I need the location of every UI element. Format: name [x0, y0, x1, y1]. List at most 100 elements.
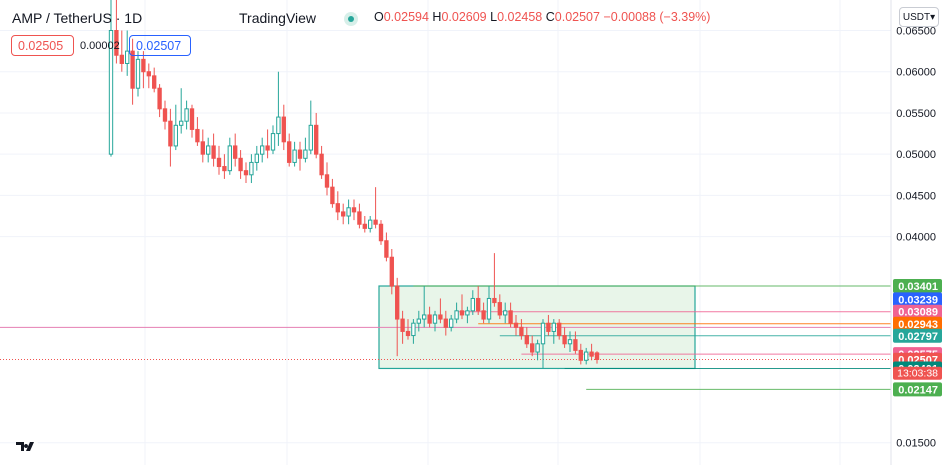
- currency-selector[interactable]: USDT▾: [899, 7, 939, 27]
- candle-body: [346, 207, 351, 217]
- candle-body: [135, 58, 141, 89]
- candle-body: [459, 310, 465, 316]
- candle-body: [400, 318, 405, 332]
- candle-body: [211, 145, 216, 159]
- candle-body: [389, 256, 394, 287]
- high-label: H: [432, 10, 442, 24]
- ohlc-legend: O0.02594 H0.02609 L0.02458 C0.02507 −0.0…: [374, 10, 710, 24]
- candle-body: [287, 141, 292, 163]
- candle-body: [535, 343, 540, 353]
- candle-body: [573, 339, 578, 351]
- candle-body: [184, 108, 189, 122]
- candle-body: [179, 120, 184, 126]
- candle-body: [578, 349, 583, 361]
- y-tick-label: 0.06500: [896, 26, 936, 38]
- candle-body: [395, 285, 400, 320]
- level-badge: [893, 304, 942, 319]
- candle-body: [411, 322, 416, 337]
- low-value: 0.02458: [497, 10, 543, 24]
- level-badge: [893, 292, 942, 307]
- tradingview-logo-icon[interactable]: [12, 434, 42, 456]
- candle-body: [492, 297, 497, 304]
- level-label: 0.02147: [898, 384, 938, 396]
- candle-body: [330, 186, 335, 205]
- candle-body: [303, 149, 308, 159]
- countdown-label: 13:03:38: [897, 368, 938, 380]
- candle-body: [378, 223, 384, 242]
- buy-button[interactable]: 0.02507: [129, 35, 191, 56]
- candle-body: [254, 153, 259, 163]
- candle-body: [308, 124, 313, 151]
- candle-body: [546, 322, 551, 332]
- candle-body: [152, 75, 157, 89]
- candle-body: [157, 87, 162, 110]
- candle-body: [281, 116, 286, 143]
- level-badge: [893, 279, 942, 294]
- y-tick-label: 0.05000: [896, 149, 936, 161]
- candle-body: [162, 108, 168, 122]
- candle-body: [195, 128, 200, 143]
- candle-body: [222, 166, 227, 172]
- candle-body: [427, 314, 432, 324]
- candle-body: [513, 322, 519, 328]
- candle-body: [362, 223, 367, 229]
- spread-value: 0.00002: [80, 40, 120, 52]
- candle-body: [216, 157, 222, 168]
- candle-body: [341, 211, 346, 217]
- candle-body: [368, 219, 373, 229]
- candle-body: [114, 30, 119, 56]
- candle-body: [470, 297, 475, 312]
- candle-body: [119, 54, 124, 64]
- candle-body: [233, 145, 238, 159]
- low-label: L: [490, 10, 498, 24]
- candle-body: [486, 297, 492, 320]
- candle-body: [108, 30, 114, 155]
- candle-body: [297, 149, 303, 159]
- candle-body: [432, 314, 438, 324]
- candle-body: [324, 174, 330, 188]
- candle-body: [357, 211, 362, 225]
- y-tick-label: 0.04500: [896, 190, 936, 202]
- candle-body: [567, 339, 573, 345]
- candle-body: [351, 207, 357, 213]
- level-label: 0.03239: [898, 294, 938, 306]
- candle-body: [476, 297, 481, 312]
- brand-label: TradingView: [239, 10, 317, 26]
- high-value: 0.02609: [441, 10, 487, 24]
- sell-button[interactable]: 0.02505: [11, 35, 74, 56]
- level-label: 0.03089: [898, 307, 938, 319]
- market-status-icon[interactable]: [344, 12, 358, 26]
- open-value: 0.02594: [383, 10, 429, 24]
- candle-body: [373, 219, 378, 225]
- candle-body: [519, 326, 524, 337]
- symbol-title[interactable]: AMP / TetherUS · 1D: [12, 10, 143, 26]
- candle-body: [422, 314, 427, 320]
- close-value: 0.02507: [554, 10, 600, 24]
- open-label: O: [374, 10, 384, 24]
- candle-body: [189, 108, 195, 130]
- candle-body: [249, 161, 254, 176]
- candle-body: [465, 310, 470, 316]
- close-label: C: [545, 10, 555, 24]
- level-badge: [893, 316, 942, 331]
- candle-body: [141, 58, 146, 73]
- y-tick-label: 0.01500: [896, 438, 936, 450]
- candle-body: [557, 322, 562, 337]
- candle-body: [146, 71, 151, 77]
- candle-body: [443, 318, 448, 328]
- candle-body: [173, 124, 178, 147]
- countdown-badge: [893, 366, 942, 380]
- candle-body: [384, 240, 389, 258]
- candle-body: [438, 314, 443, 320]
- candle-body: [508, 310, 513, 324]
- y-tick-label: 0.04000: [896, 232, 936, 244]
- candle-body: [292, 149, 297, 163]
- candle-body: [125, 50, 130, 64]
- change-value: −0.00088 (−3.39%): [603, 10, 711, 24]
- level-badge: [893, 382, 942, 397]
- y-tick-label: 0.06000: [896, 67, 936, 79]
- chart-header: AMP / TetherUS · 1D TradingView O0.02594…: [12, 10, 710, 26]
- candle-body: [319, 153, 324, 176]
